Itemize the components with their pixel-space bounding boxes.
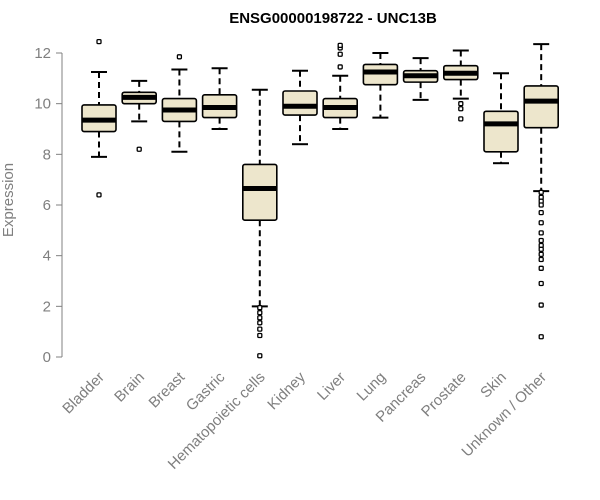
x-tick-label: Lung bbox=[354, 369, 390, 405]
outlier-point bbox=[538, 334, 544, 340]
outlier-point bbox=[538, 189, 544, 195]
box-pancreas bbox=[402, 57, 439, 101]
outlier-point bbox=[538, 237, 544, 244]
outlier-point bbox=[337, 51, 343, 57]
x-tick-label: Prostate bbox=[418, 369, 470, 421]
outlier-point bbox=[538, 246, 544, 252]
outlier-point bbox=[257, 326, 263, 332]
outlier-point bbox=[538, 280, 544, 287]
outlier-point bbox=[337, 64, 343, 70]
box-iqr bbox=[483, 110, 519, 153]
box-prostate bbox=[442, 49, 479, 122]
x-tick-label: Skin bbox=[477, 369, 510, 402]
y-tick-label: 10 bbox=[34, 96, 51, 113]
outlier-point bbox=[458, 106, 464, 112]
chart-title: ENSG00000198722 - UNC13B bbox=[229, 10, 437, 27]
outlier-point bbox=[257, 353, 263, 359]
y-tick-label: 2 bbox=[43, 298, 51, 315]
box-iqr bbox=[242, 163, 278, 221]
outlier-point bbox=[136, 146, 142, 152]
outlier-point bbox=[257, 332, 263, 339]
y-tick-label: 6 bbox=[43, 197, 51, 214]
outlier-point bbox=[337, 42, 343, 49]
outlier-point bbox=[96, 38, 102, 45]
box-liver bbox=[322, 42, 359, 130]
outlier-point bbox=[538, 256, 544, 263]
y-ticks: 0 2 4 6 8 10 12 bbox=[34, 45, 62, 366]
outlier-point bbox=[538, 220, 544, 226]
outlier-point bbox=[538, 230, 544, 236]
x-tick-label: Brain bbox=[111, 369, 148, 406]
outlier-point bbox=[458, 116, 464, 122]
y-tick-label: 12 bbox=[34, 45, 51, 62]
y-tick-label: 4 bbox=[43, 248, 51, 265]
outlier-point bbox=[176, 54, 183, 60]
x-tick-label: Bladder bbox=[59, 369, 108, 418]
box-bladder bbox=[81, 38, 117, 198]
box-iqr bbox=[362, 63, 399, 86]
box-gastric bbox=[201, 67, 238, 130]
y-tick-label: 8 bbox=[43, 146, 51, 163]
outlier-point bbox=[458, 101, 464, 107]
box-lung bbox=[362, 52, 399, 119]
y-tick-label: 0 bbox=[43, 349, 51, 366]
outlier-point bbox=[257, 315, 263, 321]
outlier-point bbox=[538, 251, 544, 258]
box-kidney bbox=[282, 69, 318, 146]
boxes bbox=[81, 38, 560, 359]
outlier-point bbox=[96, 192, 102, 198]
box-breast bbox=[161, 54, 198, 153]
x-tick-label: Liver bbox=[314, 369, 349, 404]
outlier-point bbox=[538, 209, 544, 216]
box-iqr bbox=[282, 90, 318, 116]
box-hematopoietic-cells bbox=[242, 88, 278, 359]
outlier-point bbox=[538, 202, 544, 208]
outlier-point bbox=[538, 302, 544, 308]
box-brain bbox=[121, 79, 157, 152]
outlier-point bbox=[257, 320, 263, 326]
y-axis-label: Expression bbox=[0, 163, 17, 237]
x-tick-label: Breast bbox=[146, 368, 189, 411]
box-skin bbox=[483, 72, 519, 165]
outlier-point bbox=[538, 265, 544, 271]
outlier-point bbox=[257, 304, 263, 311]
box-iqr bbox=[523, 85, 560, 129]
x-tick-label: Kidney bbox=[264, 368, 309, 413]
box-unknown-other bbox=[523, 43, 560, 340]
outlier-point bbox=[257, 310, 263, 316]
